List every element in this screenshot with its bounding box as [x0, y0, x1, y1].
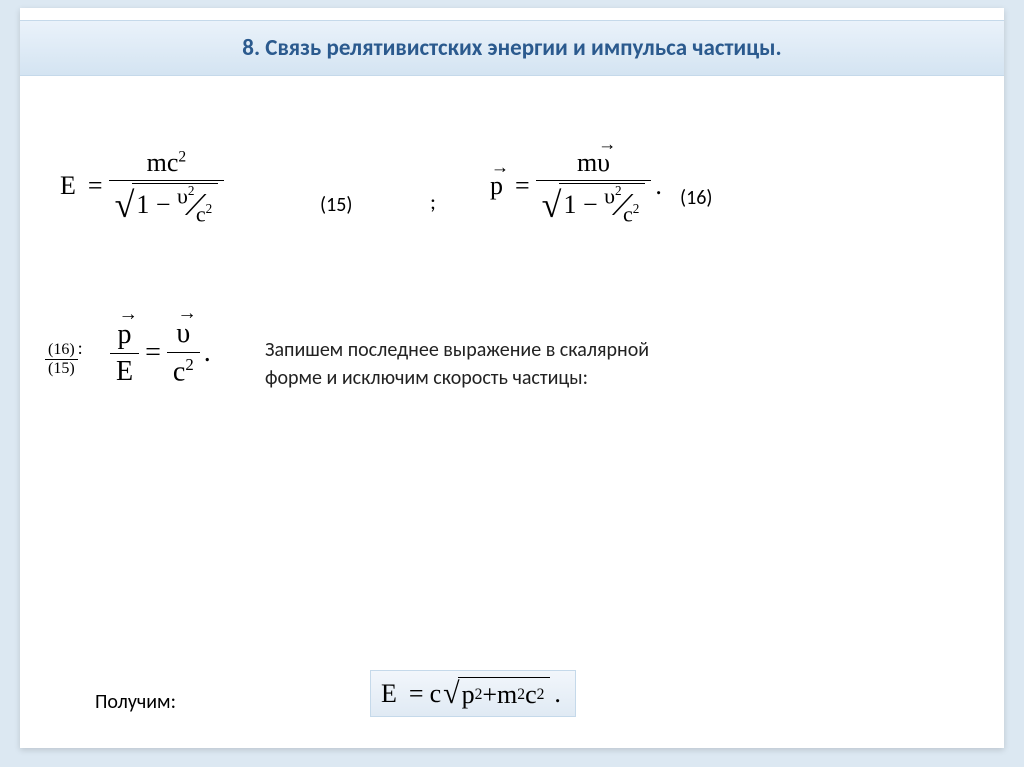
- period: .: [554, 679, 561, 709]
- eq15-inner-frac: υ2 ∕ c2: [177, 186, 212, 223]
- eq16-inner-frac: υ2 ∕ c2: [604, 186, 639, 223]
- ratio-equation: p E = υ c2 .: [110, 318, 211, 388]
- period: .: [204, 337, 211, 369]
- eq15-fraction: mc2 √ 1 − υ2 ∕ c2: [109, 148, 225, 223]
- equals-sign: =: [88, 171, 103, 201]
- equation-16: p = mυ √ 1 − υ2 ∕: [490, 148, 662, 223]
- eq15-lhs: E: [60, 171, 76, 201]
- equals-sign: =: [409, 679, 424, 709]
- ratio-prefix: (16) (15) :: [45, 338, 83, 378]
- period: .: [655, 171, 662, 201]
- slide-title: 8. Связь релятивистских энергии и импуль…: [242, 34, 781, 62]
- sqrt-icon: √ p2 + m2c2: [443, 677, 550, 710]
- sqrt-icon: √ 1 − υ2 ∕ c2: [542, 183, 646, 223]
- sqrt-icon: √ 1 − υ2 ∕ c2: [115, 183, 219, 223]
- eq15-label: (15): [320, 193, 352, 217]
- eq15-numerator: mc2: [141, 148, 193, 180]
- eq16-label: (16): [680, 186, 712, 210]
- eq15-denominator: √ 1 − υ2 ∕ c2: [109, 180, 225, 223]
- eq16-fraction: mυ √ 1 − υ2 ∕ c2: [536, 148, 652, 223]
- equation-15: E = mc2 √ 1 − υ2 ∕: [60, 148, 224, 223]
- ratio-lhs: p E: [110, 319, 139, 388]
- slide: 8. Связь релятивистских энергии и импуль…: [20, 8, 1004, 748]
- title-bar: 8. Связь релятивистских энергии и импуль…: [20, 20, 1004, 76]
- eq16-denominator: √ 1 − υ2 ∕ c2: [536, 180, 652, 223]
- explanation-text: Запишем последнее выражение в скалярной …: [265, 336, 649, 392]
- text-line-2: форме и исключим скорость частицы:: [265, 366, 588, 390]
- equals-sign: =: [515, 171, 530, 201]
- separator: ;: [430, 188, 436, 215]
- ratio-rhs: υ c2: [167, 318, 200, 388]
- equation-row-1: E = mc2 √ 1 − υ2 ∕: [60, 148, 960, 288]
- text-line-1: Запишем последнее выражение в скалярной: [265, 338, 649, 362]
- eq16-numerator: mυ: [571, 148, 616, 180]
- result-label: Получим:: [95, 690, 176, 714]
- result-equation: E = c √ p2 + m2c2 .: [370, 670, 576, 717]
- equals-sign: =: [145, 337, 161, 369]
- eq16-lhs: p: [490, 171, 503, 201]
